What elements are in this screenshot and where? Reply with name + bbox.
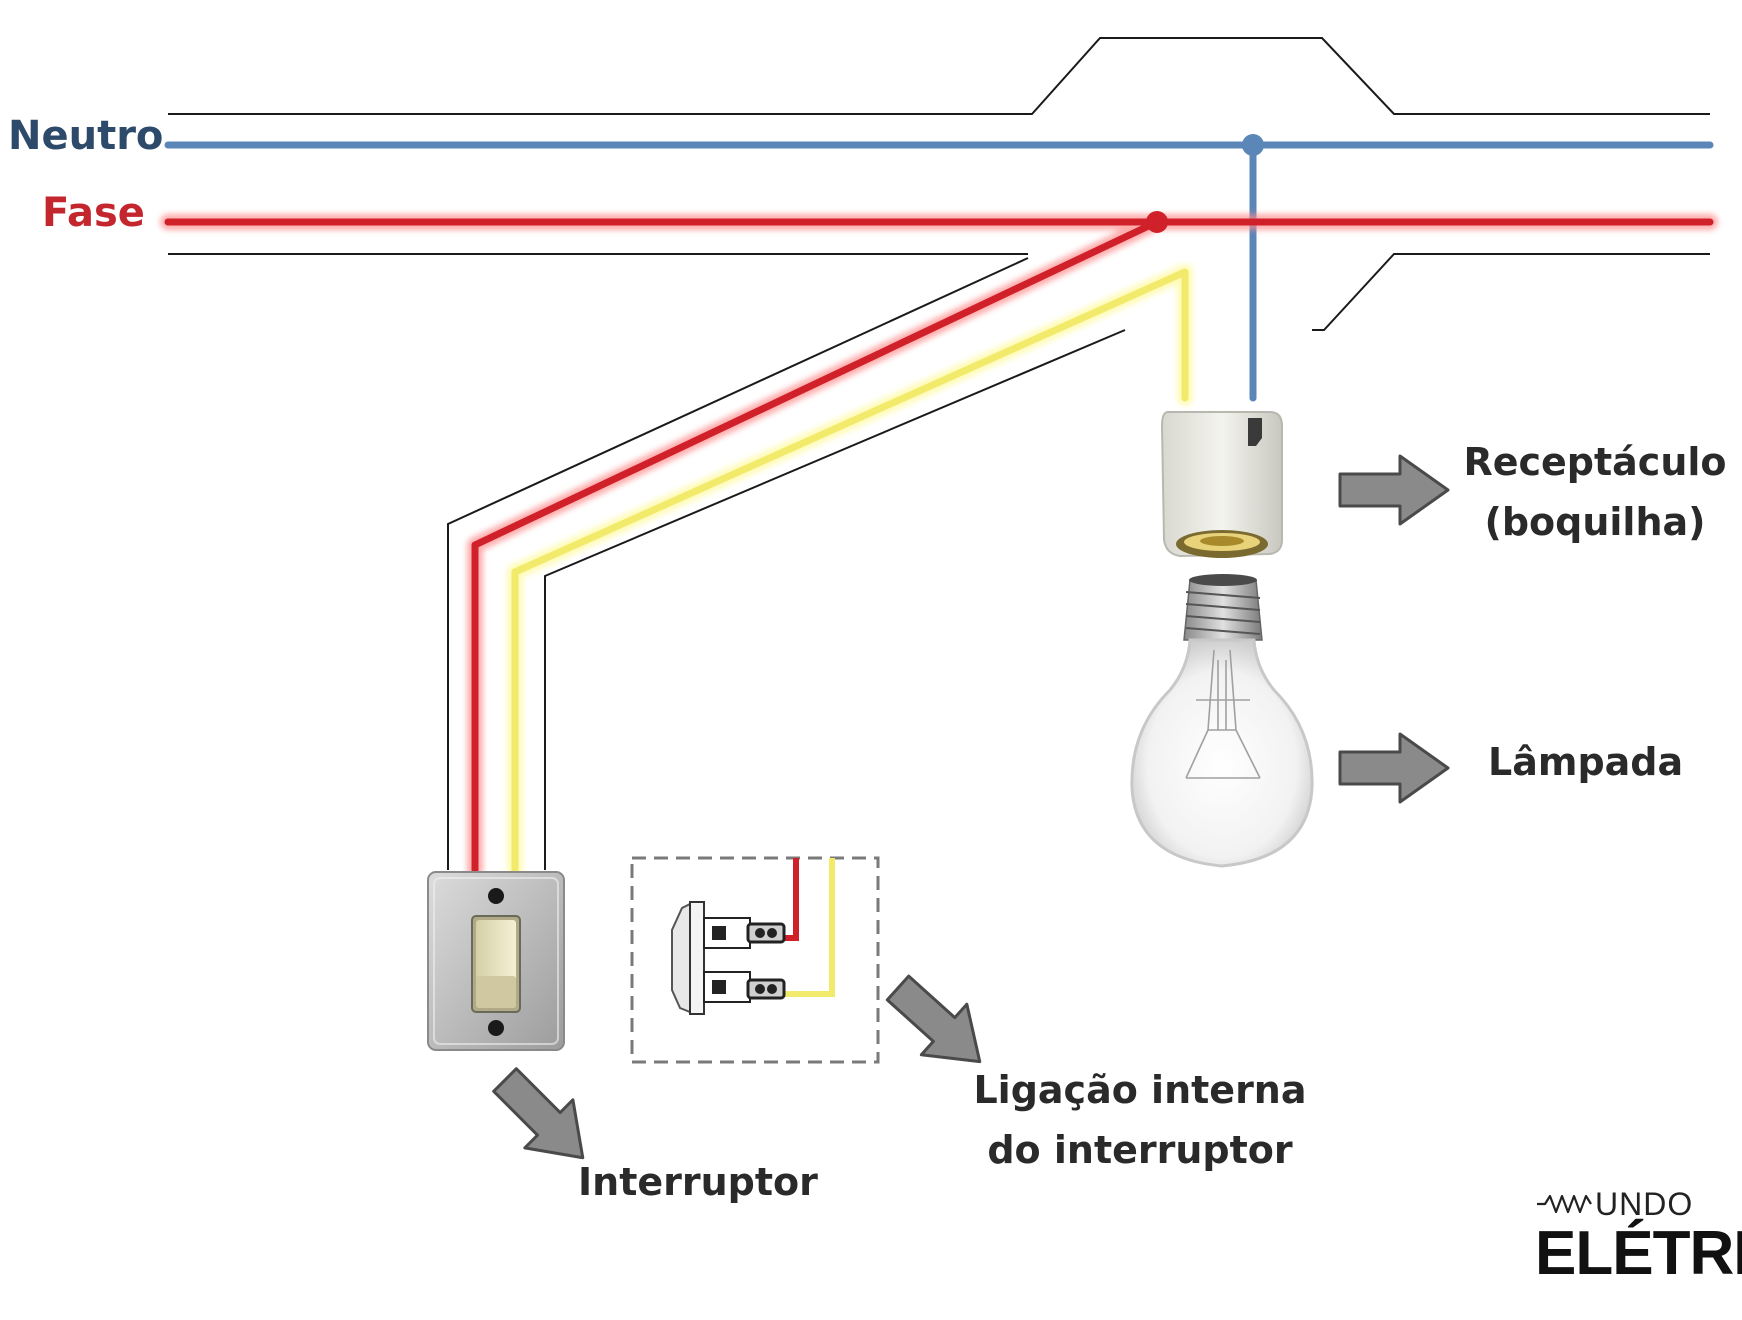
neutro-label: Neutro [8, 113, 164, 159]
receptacle-image [1160, 411, 1283, 558]
fase-label: Fase [42, 190, 145, 236]
internal-return-wire [782, 858, 835, 997]
internal-phase-wire [782, 858, 799, 941]
logo-bottom-text: ELÉTRIC [1535, 1219, 1742, 1288]
receptaculo-label-line1: Receptáculo [1463, 440, 1727, 484]
neutral-wire [164, 141, 1714, 402]
logo-wave-icon [1537, 1194, 1592, 1214]
phase-wire [164, 218, 1714, 874]
switch-image [427, 871, 565, 1051]
interruptor-label: Interruptor [578, 1160, 818, 1204]
arrow-ligacao [885, 974, 982, 1064]
conduit-bottom-right-line [1312, 253, 1710, 331]
ligacao-label-line1: Ligação interna [973, 1068, 1307, 1112]
arrow-interruptor [492, 1067, 585, 1160]
logo-top-row: UNDO [1595, 1186, 1693, 1222]
phase-junction-dot [1146, 211, 1168, 233]
neutral-junction-dot [1242, 134, 1264, 156]
internal-wiring-box [630, 856, 880, 1064]
logo-top-text: UNDO [1595, 1186, 1694, 1222]
receptaculo-label-line2: (boquilha) [1484, 500, 1706, 544]
conduit-drop-right-line [544, 329, 1126, 870]
ligacao-interna-label: Ligação interna do interruptor [970, 1060, 1310, 1180]
brand-logo: UNDO ELÉTRIC [1535, 1186, 1742, 1306]
lampada-label: Lâmpada [1488, 740, 1684, 784]
receptaculo-label: Receptáculo (boquilha) [1455, 432, 1735, 552]
conduit-top-line [168, 37, 1710, 115]
return-wire [511, 268, 1189, 874]
arrow-receptacle [1338, 454, 1450, 526]
conduit-drop-left-line [447, 257, 1029, 870]
arrow-lamp [1338, 732, 1450, 804]
ligacao-label-line2: do interruptor [987, 1128, 1293, 1172]
lamp-image [1130, 574, 1314, 868]
conduit-lines [168, 37, 1710, 870]
